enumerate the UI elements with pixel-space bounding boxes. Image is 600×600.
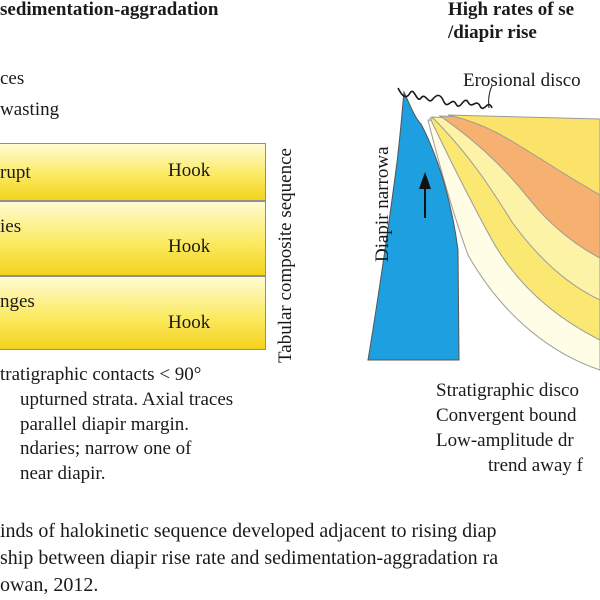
right-panel-title-line-2: /diapir rise bbox=[448, 22, 537, 43]
right-desc-line-1: Stratigraphic disco bbox=[436, 380, 579, 401]
erosional-leader-line bbox=[488, 85, 493, 109]
band-2-hook-label: Hook bbox=[168, 236, 211, 257]
strata-band-3: nges Hook bbox=[0, 276, 266, 350]
top-strata-wedge bbox=[447, 114, 600, 196]
left-desc-line-5: near diapir. bbox=[20, 463, 106, 484]
caption-line-3: owan, 2012. bbox=[0, 574, 99, 596]
diapir-rise-arrow-head bbox=[419, 172, 431, 189]
band-1-hook-label: Hook bbox=[168, 160, 211, 181]
legend-line-2: wasting bbox=[0, 99, 60, 120]
left-desc-line-1: tratigraphic contacts < 90° bbox=[0, 364, 202, 385]
strata-band-2: ies Hook bbox=[0, 201, 266, 276]
left-desc-line-4: ndaries; narrow one of bbox=[20, 438, 192, 459]
diapir-narrowing-label: Diapir narrowa bbox=[372, 146, 393, 262]
band-2-left-text: ies bbox=[0, 216, 22, 237]
erosional-discontinuity-label: Erosional disco bbox=[463, 70, 581, 91]
band-1-left-text: rupt bbox=[0, 162, 31, 183]
caption-line-2: ship between diapir rise rate and sedime… bbox=[0, 547, 499, 569]
left-desc-line-3: parallel diapir margin. bbox=[20, 414, 190, 435]
left-desc-line-2: upturned strata. Axial traces bbox=[20, 389, 234, 410]
strata-band-1: rupt Hook bbox=[0, 143, 266, 201]
erosional-discontinuity-line bbox=[397, 87, 493, 110]
right-desc-line-2: Convergent bound bbox=[436, 405, 577, 426]
band-3-left-text: nges bbox=[0, 291, 35, 312]
band-3-hook-label: Hook bbox=[168, 312, 211, 333]
left-panel-title: sedimentation-aggradation bbox=[0, 0, 219, 20]
right-desc-line-4: trend away f bbox=[488, 455, 583, 476]
right-desc-line-3: Low-amplitude dr bbox=[436, 430, 574, 451]
diapir-body bbox=[367, 90, 460, 361]
legend-line-1: ces bbox=[0, 68, 25, 89]
right-panel-title-line-1: High rates of se bbox=[448, 0, 575, 20]
caption-line-1: inds of halokinetic sequence developed a… bbox=[0, 520, 497, 542]
